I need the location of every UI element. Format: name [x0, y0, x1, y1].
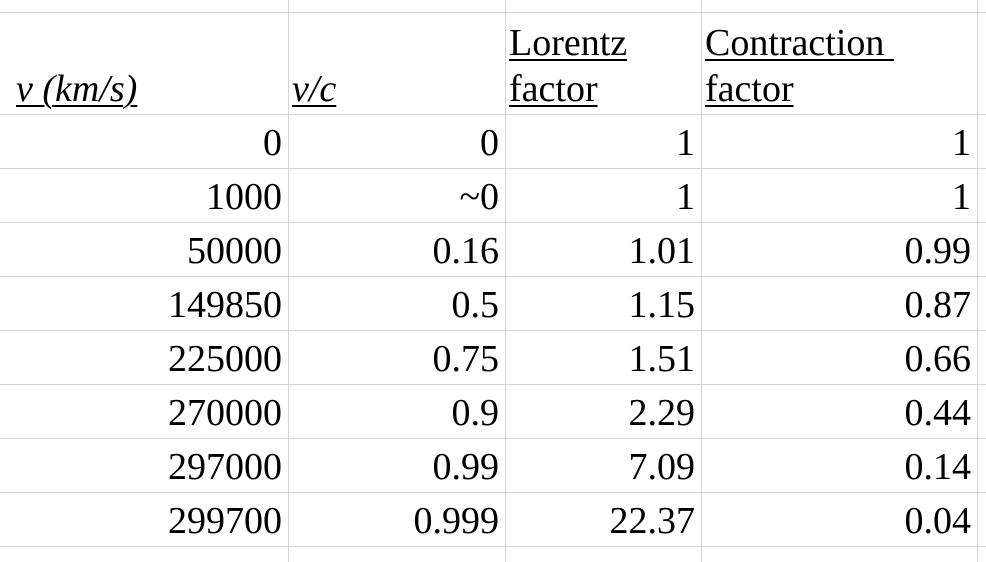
row-divider: [0, 384, 986, 385]
table-cell[interactable]: 0.44: [904, 392, 972, 434]
table-cell[interactable]: 297000: [168, 446, 282, 488]
table-cell[interactable]: 0.99: [432, 446, 500, 488]
header-cell-velocity[interactable]: v (km/s): [12, 66, 288, 112]
table-cell[interactable]: 0.14: [904, 446, 972, 488]
row-divider: [0, 438, 986, 439]
header-text: v (km/s): [16, 68, 138, 110]
table-cell[interactable]: 22.37: [609, 500, 696, 542]
row-divider: [0, 546, 986, 547]
header-text: v/c: [292, 68, 337, 110]
row-divider: [0, 114, 986, 115]
table-cell[interactable]: 0: [263, 122, 282, 164]
column-divider: [505, 0, 506, 562]
table-cell[interactable]: 1: [676, 176, 695, 218]
header-cell-lorentz-factor[interactable]: Lorentz factor: [505, 20, 701, 112]
table-cell[interactable]: 0.75: [432, 338, 500, 380]
column-divider: [701, 0, 702, 562]
table-cell[interactable]: 0.16: [432, 230, 500, 272]
row-divider: [0, 168, 986, 169]
table-cell[interactable]: 1.01: [628, 230, 696, 272]
table-cell[interactable]: 0.99: [904, 230, 972, 272]
table-cell[interactable]: 1: [676, 122, 695, 164]
table-cell[interactable]: 270000: [168, 392, 282, 434]
row-divider: [0, 330, 986, 331]
header-text: factor: [509, 68, 598, 110]
table-cell[interactable]: 2.29: [628, 392, 696, 434]
header-text: factor: [705, 68, 794, 110]
table-cell[interactable]: 0: [480, 122, 499, 164]
header-cell-contraction-factor[interactable]: Contraction factor: [701, 20, 977, 112]
table-cell[interactable]: 0.999: [413, 500, 500, 542]
header-text: Contraction: [705, 22, 894, 64]
row-divider: [0, 276, 986, 277]
table-cell[interactable]: 0.5: [451, 284, 500, 326]
header-cell-v-over-c[interactable]: v/c: [288, 66, 505, 112]
table-cell[interactable]: 0.66: [904, 338, 972, 380]
table-cell[interactable]: 0.87: [904, 284, 972, 326]
table-cell[interactable]: 1: [952, 176, 971, 218]
column-divider: [288, 0, 289, 562]
table-cell[interactable]: 299700: [168, 500, 282, 542]
table-cell[interactable]: 1.51: [628, 338, 696, 380]
row-divider: [0, 222, 986, 223]
table-cell[interactable]: 50000: [187, 230, 282, 272]
row-divider: [0, 12, 986, 13]
table-cell[interactable]: 1: [952, 122, 971, 164]
table-cell[interactable]: 1000: [206, 176, 282, 218]
table-cell[interactable]: 7.09: [628, 446, 696, 488]
table-cell[interactable]: 149850: [168, 284, 282, 326]
header-text: Lorentz: [509, 22, 628, 64]
table-cell[interactable]: 0.04: [904, 500, 972, 542]
table-cell[interactable]: 0.9: [451, 392, 500, 434]
column-divider: [977, 0, 978, 562]
table-cell[interactable]: 225000: [168, 338, 282, 380]
table-cell[interactable]: ~0: [459, 176, 499, 218]
table-cell[interactable]: 1.15: [628, 284, 696, 326]
row-divider: [0, 492, 986, 493]
